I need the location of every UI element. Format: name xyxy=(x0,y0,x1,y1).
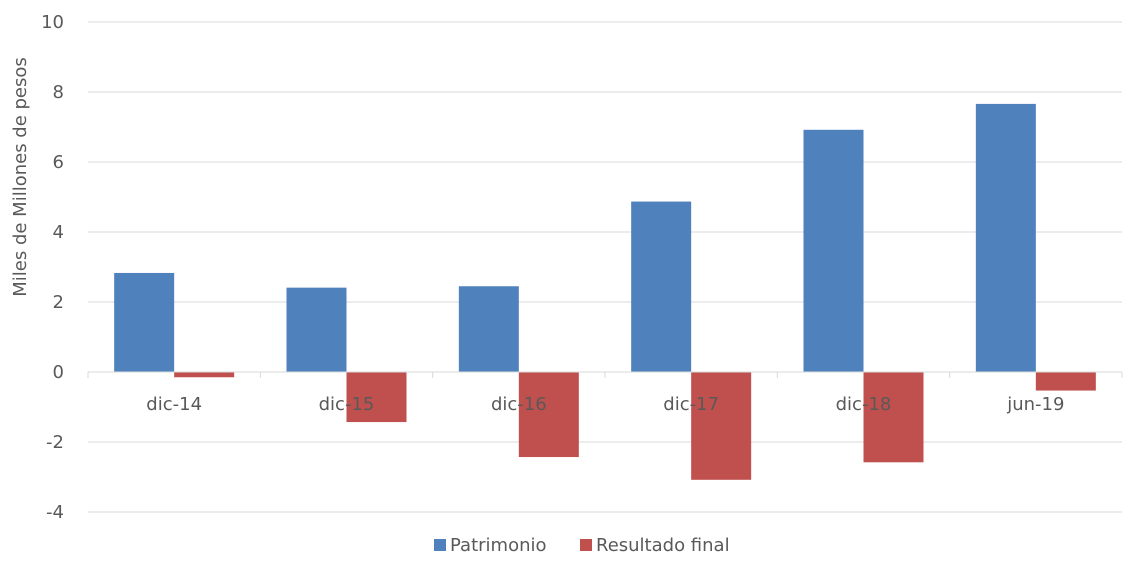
y-tick-label: 8 xyxy=(53,82,64,103)
legend-swatch-patrimonio xyxy=(434,539,446,551)
x-axis-ticks xyxy=(87,372,1123,378)
y-tick-label: 4 xyxy=(53,222,64,243)
bar-patrimonio-dic-14 xyxy=(114,272,175,372)
y-axis-ticks: -4 -2 0 2 4 6 8 10 xyxy=(41,12,64,523)
legend-swatch-resultado-final xyxy=(580,539,592,551)
x-tick-label: dic-14 xyxy=(146,394,202,415)
y-axis-label: Miles de Millones de pesos xyxy=(10,57,31,297)
y-tick-label: 6 xyxy=(53,152,64,173)
x-tick-label: jun-19 xyxy=(1006,394,1064,415)
bar-resultado-final-dic-16 xyxy=(518,372,579,458)
x-axis-labels: dic-14 dic-15 dic-16 dic-17 dic-18 jun-19 xyxy=(146,394,1064,415)
y-tick-label: -2 xyxy=(46,432,64,453)
bar-resultado-final-jun-19 xyxy=(1035,372,1096,391)
y-tick-label: 0 xyxy=(53,362,64,383)
x-tick-label: dic-17 xyxy=(663,394,719,415)
x-tick-label: dic-16 xyxy=(491,394,547,415)
gridlines xyxy=(88,21,1122,513)
legend-label-resultado-final: Resultado final xyxy=(596,535,730,556)
legend-label-patrimonio: Patrimonio xyxy=(450,535,547,556)
bar-patrimonio-dic-18 xyxy=(803,129,864,372)
bar-patrimonio-dic-16 xyxy=(458,286,519,372)
bar-patrimonio-jun-19 xyxy=(975,103,1036,373)
y-tick-label: -4 xyxy=(46,502,64,523)
bar-resultado-final-dic-15 xyxy=(346,372,407,423)
x-tick-label: dic-18 xyxy=(836,394,892,415)
bars xyxy=(114,103,1096,480)
x-tick-label: dic-15 xyxy=(319,394,375,415)
bar-resultado-final-dic-17 xyxy=(691,372,752,480)
bar-patrimonio-dic-15 xyxy=(286,287,347,372)
bar-patrimonio-dic-17 xyxy=(631,201,692,372)
bar-resultado-final-dic-18 xyxy=(863,372,924,463)
legend: Patrimonio Resultado final xyxy=(434,535,730,556)
y-tick-label: 10 xyxy=(41,12,64,33)
bar-resultado-final-dic-14 xyxy=(174,372,235,378)
y-tick-label: 2 xyxy=(53,292,64,313)
